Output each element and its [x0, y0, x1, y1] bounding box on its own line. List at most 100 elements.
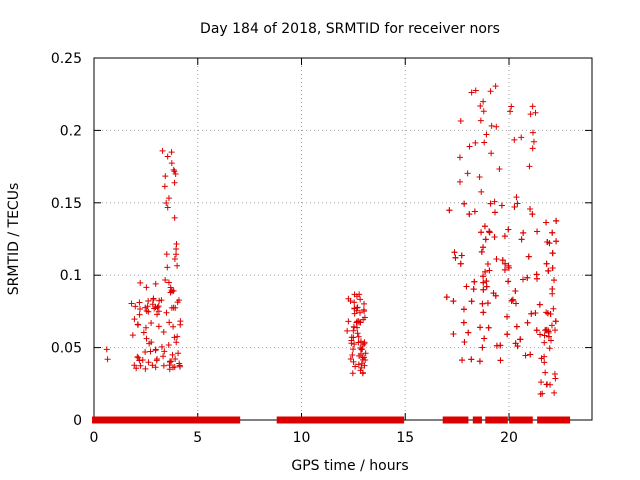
data-point: [481, 139, 488, 146]
data-point: [162, 276, 169, 283]
data-point: [168, 160, 175, 167]
data-point: [479, 300, 486, 307]
data-point: [155, 303, 162, 310]
data-point: [482, 236, 489, 243]
data-point: [171, 363, 178, 370]
data-point: [147, 348, 154, 355]
data-point: [508, 103, 515, 110]
x-tick-label: 10: [293, 430, 311, 446]
data-point: [165, 195, 172, 202]
y-tick-label: 0.1: [60, 268, 82, 284]
data-points: [103, 83, 560, 398]
data-point: [351, 299, 358, 306]
data-point: [493, 123, 500, 130]
data-point: [505, 262, 512, 269]
data-point: [542, 369, 549, 376]
data-point: [534, 228, 541, 235]
data-point: [529, 129, 536, 136]
data-point: [354, 324, 361, 331]
data-point: [172, 171, 179, 178]
data-point: [171, 334, 178, 341]
data-point: [548, 322, 555, 329]
data-point: [478, 229, 485, 236]
zero-value-run: [537, 416, 571, 424]
zero-value-run: [354, 416, 367, 424]
data-point: [505, 278, 512, 285]
data-point: [460, 306, 467, 313]
data-point: [170, 323, 177, 330]
x-tick-label: 5: [193, 430, 202, 446]
data-point: [166, 359, 173, 366]
data-point: [463, 283, 470, 290]
data-point: [552, 318, 559, 325]
data-point: [520, 276, 527, 283]
data-point: [154, 311, 161, 318]
data-point: [544, 239, 551, 246]
grid-lines: [94, 58, 592, 420]
data-point: [517, 336, 524, 343]
data-point: [155, 323, 162, 330]
data-point: [361, 300, 368, 307]
data-point: [173, 246, 180, 253]
data-point: [492, 209, 499, 216]
data-point: [456, 178, 463, 185]
data-point: [152, 280, 159, 287]
data-point: [443, 294, 450, 301]
data-point: [136, 299, 143, 306]
data-point: [172, 304, 179, 311]
data-point: [163, 251, 170, 258]
data-point: [549, 264, 556, 271]
data-point: [359, 341, 366, 348]
data-point: [484, 260, 491, 267]
data-point: [543, 260, 550, 267]
data-point: [143, 335, 150, 342]
data-point: [354, 330, 361, 337]
data-point: [551, 370, 558, 377]
data-point: [450, 331, 457, 337]
data-point: [501, 233, 508, 240]
data-point: [165, 342, 172, 349]
data-point: [149, 362, 156, 369]
y-axis-label: SRMTID / TECUs: [6, 183, 22, 296]
data-point: [508, 297, 515, 304]
data-point: [166, 319, 173, 326]
data-point: [529, 145, 536, 152]
data-point: [511, 203, 518, 210]
data-point: [526, 163, 533, 170]
data-point: [477, 103, 484, 110]
data-point: [527, 111, 534, 118]
data-point: [348, 340, 355, 347]
data-point: [136, 311, 143, 318]
zero-value-run: [364, 416, 405, 424]
data-point: [524, 319, 531, 326]
chart-title: Day 184 of 2018, SRMTID for receiver nor…: [200, 21, 500, 37]
zero-value-run: [170, 416, 180, 424]
data-point: [461, 339, 468, 346]
data-point: [103, 346, 110, 353]
data-point: [446, 207, 453, 214]
data-point: [541, 339, 548, 346]
data-point: [487, 88, 494, 95]
data-point: [347, 297, 354, 304]
data-point: [504, 313, 511, 320]
data-point: [355, 361, 362, 368]
data-point: [344, 327, 351, 334]
data-point: [484, 300, 491, 307]
data-point: [355, 333, 362, 340]
data-point: [476, 358, 483, 365]
data-point: [161, 183, 168, 190]
data-point: [546, 345, 553, 352]
data-point: [129, 332, 136, 339]
data-point: [349, 370, 356, 377]
data-point: [539, 390, 546, 397]
data-point: [169, 351, 176, 358]
data-point: [456, 154, 463, 161]
data-point: [160, 353, 167, 360]
data-point: [512, 300, 519, 307]
data-point: [134, 321, 141, 328]
data-point: [481, 335, 488, 342]
data-point: [156, 297, 163, 304]
data-point: [361, 339, 368, 346]
data-point: [458, 252, 465, 259]
